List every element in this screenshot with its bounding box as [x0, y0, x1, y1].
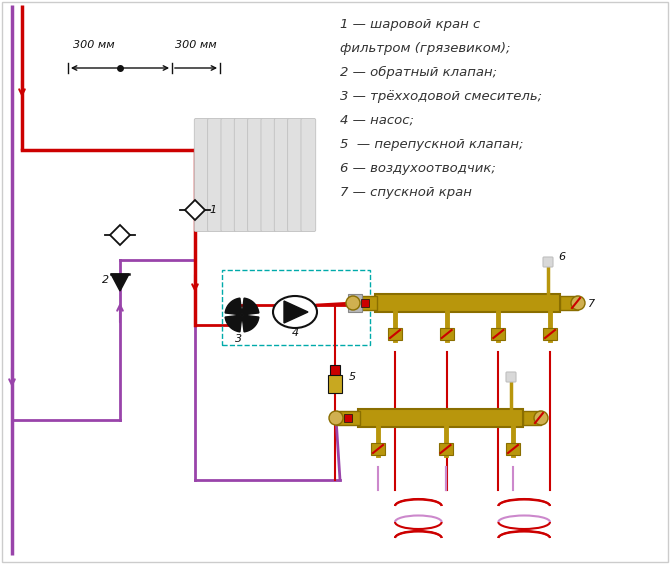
Text: 6: 6: [558, 252, 565, 262]
Text: 4 — насос;: 4 — насос;: [340, 114, 414, 127]
Bar: [330, 365, 340, 377]
Polygon shape: [110, 225, 130, 245]
Bar: [438, 443, 452, 455]
Circle shape: [346, 296, 360, 310]
Ellipse shape: [273, 296, 317, 328]
FancyBboxPatch shape: [234, 118, 249, 231]
FancyBboxPatch shape: [261, 118, 275, 231]
Text: 3: 3: [235, 334, 243, 344]
Bar: [348, 294, 362, 312]
Circle shape: [534, 411, 548, 425]
Bar: [336, 411, 360, 425]
Polygon shape: [225, 298, 242, 315]
Polygon shape: [225, 315, 242, 332]
Bar: [371, 443, 385, 455]
Text: 6 — воздухоотводчик;: 6 — воздухоотводчик;: [340, 162, 496, 175]
Text: 3 — трёхходовой смеситель;: 3 — трёхходовой смеситель;: [340, 90, 542, 103]
Text: 7 — спускной кран: 7 — спускной кран: [340, 186, 472, 199]
Bar: [353, 296, 377, 310]
Bar: [328, 375, 342, 393]
Circle shape: [329, 411, 343, 425]
FancyBboxPatch shape: [221, 118, 236, 231]
Bar: [388, 328, 402, 340]
Text: 1 — шаровой кран с: 1 — шаровой кран с: [340, 18, 480, 31]
Text: 2: 2: [102, 275, 109, 285]
Bar: [222, 270, 370, 345]
Polygon shape: [111, 274, 129, 291]
Text: 5  — перепускной клапан;: 5 — перепускной клапан;: [340, 138, 523, 151]
FancyBboxPatch shape: [287, 118, 302, 231]
Bar: [375, 294, 560, 312]
FancyBboxPatch shape: [248, 118, 263, 231]
Bar: [440, 328, 454, 340]
FancyBboxPatch shape: [194, 118, 209, 231]
Text: 1: 1: [209, 205, 216, 215]
Text: 5: 5: [349, 372, 356, 382]
Bar: [523, 411, 541, 425]
Bar: [361, 299, 369, 307]
Text: 4: 4: [291, 328, 299, 338]
Bar: [506, 443, 520, 455]
Polygon shape: [284, 301, 308, 323]
Bar: [358, 409, 523, 427]
Circle shape: [571, 296, 585, 310]
Text: 300 мм: 300 мм: [175, 40, 217, 50]
Polygon shape: [185, 200, 205, 220]
Text: фильтром (грязевиком);: фильтром (грязевиком);: [340, 42, 511, 55]
Text: 7: 7: [588, 299, 595, 309]
Polygon shape: [242, 315, 259, 332]
Text: 300 мм: 300 мм: [73, 40, 115, 50]
Bar: [560, 296, 578, 310]
FancyBboxPatch shape: [208, 118, 222, 231]
Bar: [543, 328, 557, 340]
Text: 2 — обратный клапан;: 2 — обратный клапан;: [340, 66, 497, 79]
Bar: [491, 328, 505, 340]
Bar: [344, 414, 352, 422]
Polygon shape: [242, 298, 259, 315]
FancyBboxPatch shape: [543, 257, 553, 267]
FancyBboxPatch shape: [301, 118, 316, 231]
FancyBboxPatch shape: [506, 372, 516, 382]
FancyBboxPatch shape: [274, 118, 289, 231]
